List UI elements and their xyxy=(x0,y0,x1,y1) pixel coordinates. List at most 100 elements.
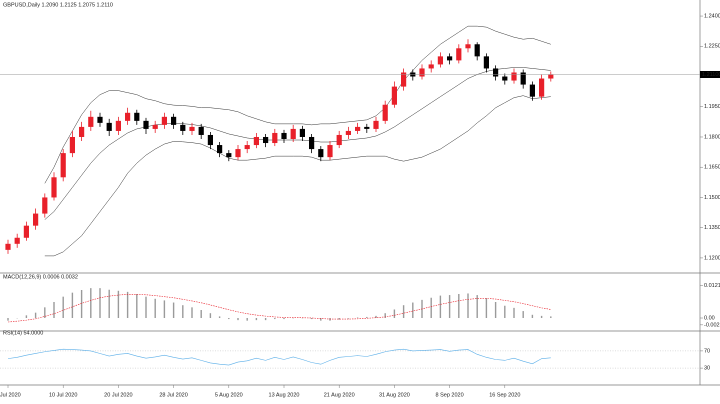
macd-bar xyxy=(458,294,460,318)
macd-bar xyxy=(228,318,230,320)
candle-body xyxy=(253,136,259,146)
macd-bar xyxy=(44,307,46,318)
macd-bar xyxy=(310,318,313,320)
candle-body xyxy=(419,68,425,77)
macd-bar xyxy=(62,296,64,318)
y-tick-label: 1.19500 xyxy=(704,104,720,110)
macd-bar xyxy=(320,318,322,321)
macd-bar xyxy=(80,290,83,318)
candle-body xyxy=(42,197,48,214)
candle-body xyxy=(493,68,499,77)
candle-body xyxy=(355,126,361,131)
macd-bar xyxy=(25,315,28,318)
candle-body xyxy=(88,116,94,127)
candle-body xyxy=(511,72,517,81)
candle-body xyxy=(401,72,407,87)
last-price-label: 1.21100 xyxy=(702,72,720,78)
candle-body xyxy=(134,112,140,121)
y-tick-label: 0.00 xyxy=(704,315,715,321)
y-tick-label: 1.15000 xyxy=(704,195,720,201)
macd-bar xyxy=(126,291,129,318)
macd-bar xyxy=(255,318,258,321)
bollinger-band xyxy=(44,95,551,257)
bollinger-band xyxy=(44,67,551,220)
candle-body xyxy=(539,78,545,97)
candle-body xyxy=(428,64,434,69)
macd-bar xyxy=(467,293,469,318)
candle-body xyxy=(299,128,305,137)
rsi-line xyxy=(7,348,551,366)
macd-bar xyxy=(218,316,221,318)
y-tick-label: 1.16500 xyxy=(704,165,720,171)
macd-bar xyxy=(393,309,396,318)
x-tick-label: 10 Jul 2020 xyxy=(49,392,77,398)
x-tick-label: 20 Jul 2020 xyxy=(104,392,132,398)
x-tick-label: 16 Sep 2020 xyxy=(489,392,520,398)
candle-body xyxy=(447,56,453,61)
macd-bar xyxy=(237,318,239,321)
x-tick-label: 31 Aug 2020 xyxy=(379,392,410,398)
bollinger-band xyxy=(44,25,551,184)
candle-body xyxy=(51,177,57,198)
candle-body xyxy=(125,112,131,121)
candle-body xyxy=(14,237,20,244)
macd-bar xyxy=(274,318,276,320)
macd-bar xyxy=(347,318,350,319)
macd-bar xyxy=(412,302,414,318)
macd-bar xyxy=(540,315,543,318)
candle-body xyxy=(290,128,296,139)
candle-body xyxy=(161,116,167,125)
x-tick-label: 5 Aug 2020 xyxy=(215,392,243,398)
macd-bar xyxy=(356,317,359,318)
macd-bar xyxy=(117,290,120,318)
macd-bar xyxy=(476,295,478,318)
y-tick-label: 1.13500 xyxy=(704,225,720,231)
macd-bar xyxy=(163,300,166,318)
x-tick-label: 2 Jul 2020 xyxy=(0,392,21,398)
macd-bar xyxy=(71,292,74,318)
candle-body xyxy=(97,116,103,123)
x-tick-label: 8 Sep 2020 xyxy=(436,392,464,398)
x-tick-label: 21 Aug 2020 xyxy=(324,392,355,398)
candle-body xyxy=(198,126,204,135)
candle-body xyxy=(115,120,121,131)
panel-title: RSI(14) 54.0000 xyxy=(3,330,43,336)
macd-bar xyxy=(108,289,110,318)
candle-body xyxy=(189,126,195,131)
candle-body xyxy=(548,74,554,79)
candle-body xyxy=(309,136,315,150)
macd-bar xyxy=(430,297,432,318)
panel-title: GBPUSD,Daily 1.2090 1.2125 1.2075 1.2110 xyxy=(3,2,113,8)
macd-bar xyxy=(550,316,552,318)
macd-bar xyxy=(522,311,524,318)
macd-signal xyxy=(7,293,551,323)
candle-body xyxy=(520,72,526,85)
macd-bar xyxy=(7,318,9,321)
y-tick-label: 1.22500 xyxy=(704,44,720,50)
candle-body xyxy=(180,124,186,131)
candle-body xyxy=(336,134,342,146)
panel-title: MACD(12,26,9) 0.0006 0.0032 xyxy=(3,274,78,280)
candle-body xyxy=(529,84,535,97)
macd-bar xyxy=(402,305,405,318)
candle-body xyxy=(373,120,379,129)
macd-bar xyxy=(504,305,506,318)
macd-bar xyxy=(375,315,377,318)
candle-body xyxy=(244,145,250,150)
macd-bar xyxy=(513,307,515,318)
macd-bar xyxy=(99,288,101,318)
candle-body xyxy=(5,243,11,250)
y-tick-label: 1.12000 xyxy=(704,255,720,261)
candle-body xyxy=(474,44,480,57)
y-tick-label: 70 xyxy=(704,348,710,354)
candle-body xyxy=(272,132,278,144)
candle-body xyxy=(106,122,112,131)
macd-bar xyxy=(439,295,442,318)
candle-body xyxy=(217,145,223,154)
candle-body xyxy=(318,149,324,158)
candle-body xyxy=(235,149,241,158)
macd-bar xyxy=(182,305,184,318)
candle-body xyxy=(437,56,443,65)
candle-body xyxy=(502,76,508,81)
